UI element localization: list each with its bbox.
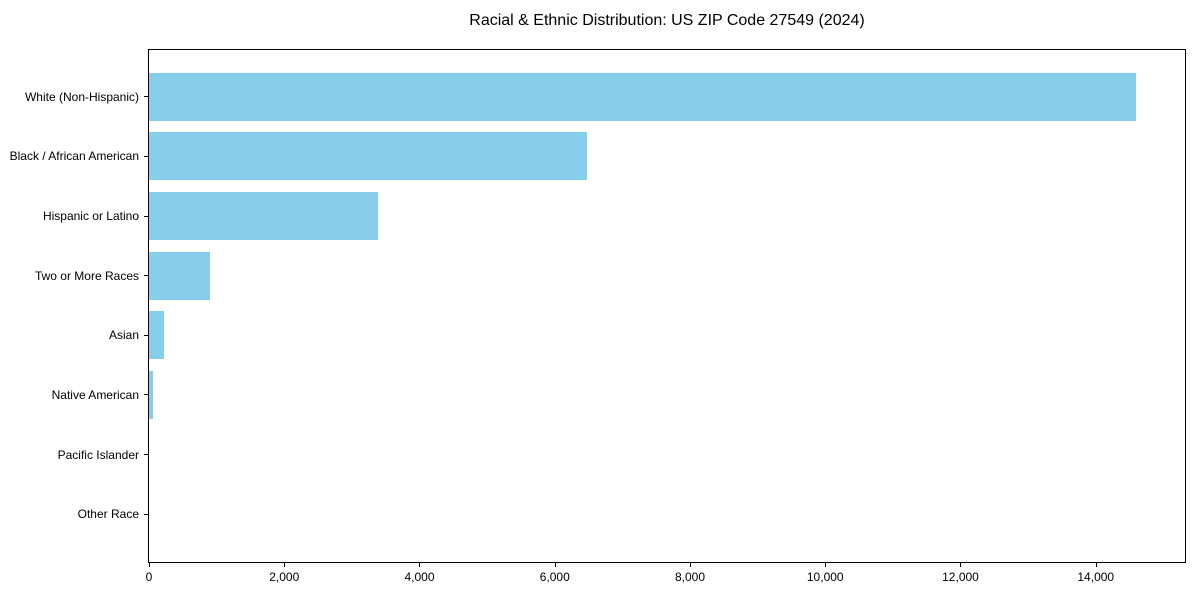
x-tick-label: 12,000 [942,570,979,584]
y-axis-labels: White (Non-Hispanic) Black / African Amer… [0,49,148,563]
y-label-row: Hispanic or Latino [0,186,148,246]
y-tick-mark [144,96,148,98]
y-axis-label: Asian [108,328,139,343]
bar-row [149,425,1185,485]
bar-row [149,186,1185,246]
x-tick-label: 10,000 [806,570,844,584]
x-tick-mark [149,563,150,567]
y-tick-mark [144,454,148,456]
bar [149,192,378,241]
y-tick-mark [144,215,148,217]
y-axis-label: Black / African American [9,149,139,164]
y-label-row: Two or More Races [0,246,148,306]
y-label-row: White (Non-Hispanic) [0,67,148,127]
y-label-row: Native American [0,365,148,425]
y-tick-mark [144,394,148,396]
y-tick-mark [144,513,148,515]
y-axis-label: Hispanic or Latino [42,209,139,224]
y-tick-mark [144,155,148,157]
chart-title: Racial & Ethnic Distribution: US ZIP Cod… [469,12,865,29]
x-tick-mark [419,563,421,567]
y-label-row: Pacific Islander [0,425,148,485]
x-tick-mark [825,563,827,567]
y-label-row: Other Race [0,484,148,544]
x-tick-label: 8,000 [674,570,705,584]
bar [149,251,210,300]
x-tick-label: 6,000 [539,570,570,584]
bar-row [149,127,1185,187]
y-axis-label: Two or More Races [34,268,139,283]
y-tick-mark [144,334,148,336]
bar [149,132,588,181]
y-label-row: Asian [0,306,148,366]
bar [149,370,154,419]
x-tick-label: 0 [145,570,153,584]
plot-area [148,49,1186,563]
y-axis-label: White (Non-Hispanic) [24,89,139,104]
x-tick-mark [960,563,962,567]
bar-row [149,67,1185,127]
y-axis-label: Native American [51,387,139,402]
bar-row [149,306,1185,366]
x-tick-mark [1095,563,1097,567]
y-tick-mark [144,275,148,277]
bar-row [149,484,1185,544]
x-tick-label: 14,000 [1077,570,1115,584]
y-axis-label: Other Race [77,507,139,522]
x-tick-mark [689,563,691,567]
bar [149,72,1136,121]
x-tick-label: 2,000 [269,570,300,584]
y-label-row: Black / African American [0,127,148,187]
y-axis-label: Pacific Islander [57,447,139,462]
bar-row [149,365,1185,425]
x-tick-mark [554,563,556,567]
bar [149,311,164,360]
bar-row [149,246,1185,306]
x-axis: 0 2,000 4,000 6,000 8,000 10,000 12,000 14,000 [145,563,1185,593]
x-tick-mark [284,563,286,567]
x-tick-label: 4,000 [404,570,435,584]
